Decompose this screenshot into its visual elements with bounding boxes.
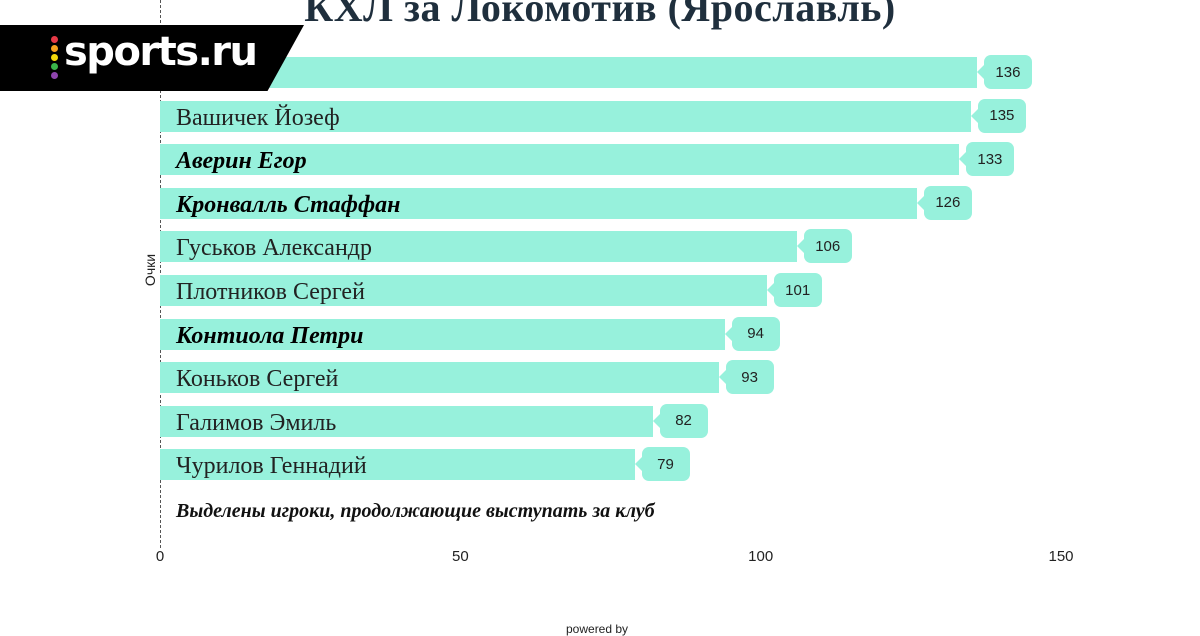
bar-label: Галимов Эмиль	[176, 409, 337, 436]
data-label: 133	[958, 142, 1014, 177]
bar	[160, 144, 959, 176]
bar-label: Вашичек Йозеф	[176, 104, 340, 131]
logo-dot	[51, 54, 58, 61]
x-tick-label: 0	[155, 548, 165, 565]
data-label: 106	[796, 229, 852, 264]
bar-label: Плотников Сергей	[176, 279, 365, 305]
bar-label: Кронвалль Стаффан	[176, 191, 401, 218]
logo-dots-icon	[51, 36, 59, 80]
bar	[160, 187, 917, 219]
powered-by-label: powered by	[566, 622, 629, 636]
data-label: 79	[634, 447, 690, 482]
y-axis-label: Очки	[142, 253, 158, 287]
chart-title: КХЛ за Локомотив (Ярославль)	[304, 0, 896, 30]
data-label: 94	[724, 316, 780, 351]
data-label: 135	[970, 98, 1026, 133]
y-axis-line	[160, 0, 161, 548]
bar-label: Гуськов Александр	[176, 235, 373, 262]
logo-dot	[51, 45, 58, 52]
logo-dot	[51, 63, 58, 70]
bar	[160, 275, 767, 306]
data-label: 136	[976, 55, 1032, 89]
bar	[160, 449, 635, 481]
bar	[160, 318, 725, 350]
logo-dot	[51, 36, 58, 43]
logo-dot	[51, 72, 58, 79]
x-tick-label: 100	[748, 548, 774, 565]
highlight-footnote: Выделены игроки, продолжающие выступать …	[176, 500, 655, 522]
logo-banner[interactable]	[0, 25, 304, 91]
bar	[160, 362, 719, 394]
bar	[160, 100, 971, 132]
bar-label: Аверин Егор	[176, 148, 307, 175]
data-label: 82	[652, 403, 708, 438]
x-tick-label: 150	[1048, 548, 1074, 565]
x-tick-label: 50	[451, 548, 469, 565]
data-label: 101	[766, 273, 822, 307]
bar	[160, 57, 977, 88]
data-label: 126	[916, 185, 972, 220]
bar-label: Коньков Сергей	[176, 366, 339, 393]
bar-label: Контиола Петри	[176, 322, 364, 349]
data-label: 93	[718, 360, 774, 395]
bar-label: Чурилов Геннадий	[176, 453, 367, 480]
bar	[160, 405, 653, 437]
bar	[160, 231, 797, 263]
logo-text[interactable]: sports.ru	[64, 29, 258, 75]
